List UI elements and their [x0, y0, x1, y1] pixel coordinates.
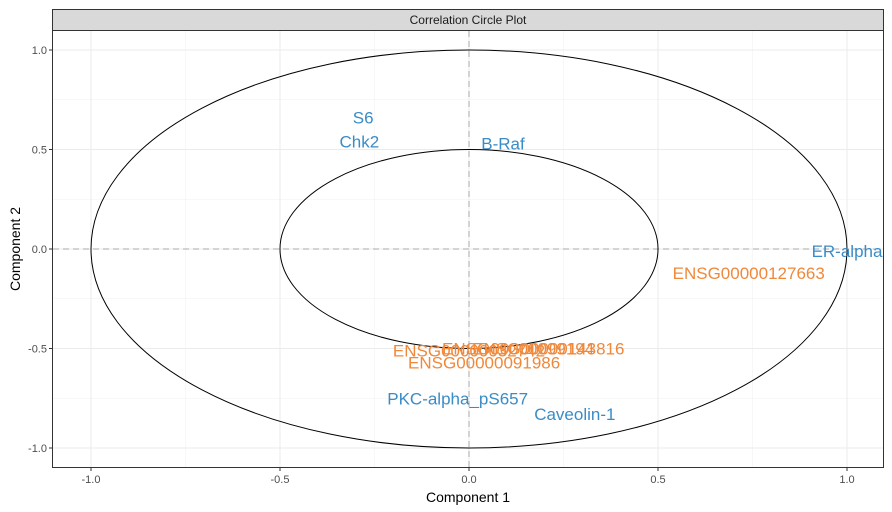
variable-label: PKC-alpha_pS657 — [387, 389, 528, 408]
variable-label: Chk2 — [340, 133, 380, 152]
variable-label: S6 — [353, 109, 374, 128]
variable-label: ENSG00000127663 — [673, 264, 825, 283]
y-axis: -1.0 -0.5 0.0 0.5 1.0 — [28, 45, 53, 455]
variable-label: ER-alpha — [812, 242, 883, 261]
variable-label: ENSG00000099194 — [442, 340, 594, 359]
x-axis-title: Component 1 — [426, 489, 510, 505]
variable-label: ENSG00000091986 — [408, 353, 560, 372]
y-tick-label: -0.5 — [28, 344, 47, 356]
y-tick-label: 1.0 — [32, 45, 47, 57]
reference-lines — [53, 31, 883, 467]
strip-title: Correlation Circle Plot — [410, 13, 527, 27]
circle-radius-0-5 — [279, 149, 659, 349]
y-axis-title: Component 2 — [7, 207, 23, 291]
x-tick-label: 0.5 — [650, 474, 665, 486]
correlation-circles — [90, 49, 848, 449]
x-tick-label: -1.0 — [82, 474, 101, 486]
variable-label: ENSG00000143816 — [472, 340, 624, 359]
x-tick-label: -0.5 — [271, 474, 290, 486]
x-axis: -1.0 -0.5 0.0 0.5 1.0 — [82, 467, 855, 486]
variable-label: B-Raf — [481, 135, 525, 154]
y-tick-label: -1.0 — [28, 443, 47, 455]
circle-radius-1 — [90, 49, 848, 449]
variable-label: Caveolin-1 — [534, 405, 615, 424]
variable-label: ENSG00000032742 — [393, 341, 545, 360]
y-tick-label: 0.0 — [32, 244, 47, 256]
x-tick-label: 1.0 — [839, 474, 854, 486]
x-tick-label: 0.0 — [461, 474, 476, 486]
variable-labels: S6 Chk2 B-Raf ER-alpha PKC-alpha_pS657 Caveol… — [340, 109, 883, 425]
y-tick-label: 0.5 — [32, 145, 47, 157]
